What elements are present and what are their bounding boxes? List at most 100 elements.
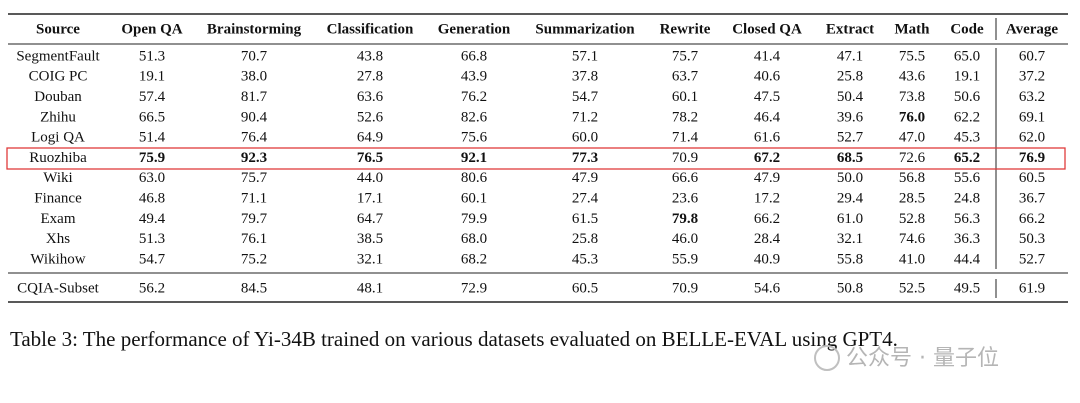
cell: 61.0 xyxy=(837,211,863,227)
cell: 69.1 xyxy=(1019,109,1045,125)
cell: 90.4 xyxy=(241,109,268,125)
cell: 66.8 xyxy=(461,48,487,64)
row-source: Finance xyxy=(34,191,82,207)
column-header: Extract xyxy=(826,21,874,37)
cell: 78.2 xyxy=(672,109,698,125)
column-header: Rewrite xyxy=(660,21,711,37)
caption: Table 3: The performance of Yi-34B train… xyxy=(10,327,898,351)
cell: 63.2 xyxy=(1019,89,1045,105)
cell: 24.8 xyxy=(954,191,980,207)
cell: 73.8 xyxy=(899,89,925,105)
column-header: Average xyxy=(1006,21,1059,37)
row-source: Douban xyxy=(34,89,82,105)
cell: 17.2 xyxy=(754,191,780,207)
cell: 40.6 xyxy=(754,69,781,85)
cell: 60.5 xyxy=(1019,170,1045,186)
cell: 54.7 xyxy=(139,251,166,267)
cell: 28.5 xyxy=(899,191,925,207)
row-source: Wiki xyxy=(43,170,72,186)
cell: 50.6 xyxy=(954,89,981,105)
cell: 76.2 xyxy=(461,89,487,105)
cell: 52.5 xyxy=(899,280,925,296)
column-header: Open QA xyxy=(121,21,182,37)
cell: 60.7 xyxy=(1019,48,1046,64)
cell: 79.7 xyxy=(241,211,268,227)
cell: 92.1 xyxy=(461,150,487,166)
cell: 55.9 xyxy=(672,251,698,267)
cell: 76.0 xyxy=(899,109,925,125)
cell: 29.4 xyxy=(837,191,864,207)
cell: 56.3 xyxy=(954,211,980,227)
cell: 81.7 xyxy=(241,89,268,105)
row-source: Exam xyxy=(41,211,76,227)
cell: 60.1 xyxy=(461,191,487,207)
cell: 47.9 xyxy=(754,170,780,186)
cell: 66.6 xyxy=(672,170,699,186)
cell: 66.5 xyxy=(139,109,165,125)
cell: 70.7 xyxy=(241,48,268,64)
cell: 65.2 xyxy=(954,150,980,166)
cell: 61.9 xyxy=(1019,280,1045,296)
cell: 51.3 xyxy=(139,231,165,247)
cell: 62.0 xyxy=(1019,130,1045,146)
cell: 75.2 xyxy=(241,251,267,267)
cell: 67.2 xyxy=(754,150,780,166)
cell: 50.3 xyxy=(1019,231,1045,247)
cell: 47.9 xyxy=(572,170,598,186)
cell: 66.2 xyxy=(754,211,780,227)
cell: 27.8 xyxy=(357,69,383,85)
cell: 43.9 xyxy=(461,69,487,85)
cell: 84.5 xyxy=(241,280,267,296)
cell: 45.3 xyxy=(954,130,980,146)
cell: 46.4 xyxy=(754,109,781,125)
cell: 61.5 xyxy=(572,211,598,227)
cell: 51.3 xyxy=(139,48,165,64)
highlight-box xyxy=(6,147,1066,170)
cell: 76.1 xyxy=(241,231,267,247)
column-header: Classification xyxy=(327,21,414,37)
cell: 43.8 xyxy=(357,48,383,64)
cell: 60.0 xyxy=(572,130,598,146)
cell: 41.4 xyxy=(754,48,781,64)
cell: 43.6 xyxy=(899,69,926,85)
cell: 79.8 xyxy=(672,211,698,227)
cell: 36.7 xyxy=(1019,191,1046,207)
row-source: Xhs xyxy=(46,231,70,247)
cell: 65.0 xyxy=(954,48,980,64)
column-header: Summarization xyxy=(535,21,635,37)
cell: 19.1 xyxy=(954,69,980,85)
cell: 61.6 xyxy=(754,130,781,146)
row-source: Logi QA xyxy=(31,130,85,146)
cell: 52.6 xyxy=(357,109,384,125)
row-source: CQIA-Subset xyxy=(17,280,99,296)
cell: 64.7 xyxy=(357,211,384,227)
cell: 46.8 xyxy=(139,191,165,207)
cell: 75.7 xyxy=(672,48,699,64)
cell: 52.7 xyxy=(837,130,864,146)
cell: 68.0 xyxy=(461,231,487,247)
cell: 68.2 xyxy=(461,251,487,267)
column-header: Closed QA xyxy=(732,21,802,37)
cell: 50.0 xyxy=(837,170,863,186)
column-header: Source xyxy=(36,21,80,37)
cell: 38.5 xyxy=(357,231,383,247)
watermark: 公众号 · 量子位 xyxy=(846,346,999,371)
cell: 54.6 xyxy=(754,280,781,296)
cell: 47.1 xyxy=(837,48,863,64)
row-source: Zhihu xyxy=(40,109,76,125)
cell: 51.4 xyxy=(139,130,166,146)
column-header: Generation xyxy=(438,21,511,37)
cell: 77.3 xyxy=(572,150,598,166)
cell: 72.6 xyxy=(899,150,926,166)
cell: 82.6 xyxy=(461,109,488,125)
cell: 60.5 xyxy=(572,280,598,296)
row-source: SegmentFault xyxy=(16,48,100,64)
row-source: Wikihow xyxy=(30,251,85,267)
cell: 41.0 xyxy=(899,251,925,267)
column-header: Brainstorming xyxy=(207,21,302,37)
cell: 36.3 xyxy=(954,231,980,247)
cell: 62.2 xyxy=(954,109,980,125)
cell: 17.1 xyxy=(357,191,383,207)
wm-icon xyxy=(814,345,840,371)
cell: 55.6 xyxy=(954,170,981,186)
